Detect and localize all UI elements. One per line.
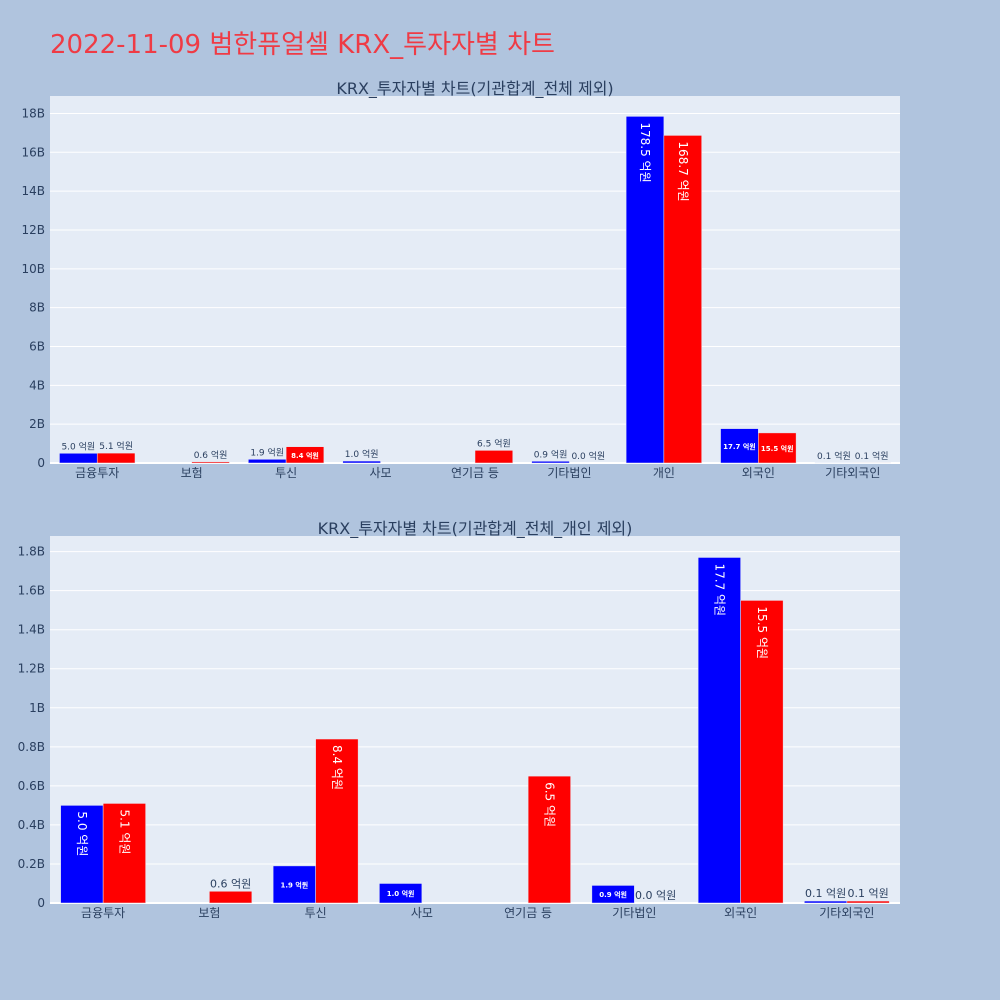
bar [285,446,325,464]
y-tick-label: 12B [21,223,45,237]
data-label: 5.1 억원 [99,440,133,452]
bar [591,885,635,904]
bar [720,428,759,464]
data-label: 0.1 억원 [848,887,889,900]
y-tick-label: 4B [29,378,45,392]
y-tick-label: 1.8B [18,545,45,559]
y-tick-label: 0.4B [18,818,45,832]
bar [102,803,146,904]
x-tick-label: 사모 [370,466,392,480]
page-title: 2022-11-09 범한퓨얼셀 KRX_투자자별 차트 [50,30,555,60]
x-tick-label: 기타법인 [547,466,591,480]
y-tick-label: 0 [37,456,45,470]
bar [804,900,848,904]
data-label: 0.0 억원 [635,889,676,902]
bar [625,116,665,464]
x-tick-label: 금융투자 [81,906,125,920]
y-tick-label: 16B [21,145,45,159]
bar [697,557,741,904]
y-tick-label: 10B [21,262,45,276]
data-label: 6.5 억원 [542,782,556,827]
x-tick-label: 기타법인 [612,906,656,920]
bar [474,450,514,464]
data-label: 0.1 억원 [805,887,846,900]
y-tick-label: 1.6B [18,584,45,598]
data-label: 5.0 억원 [75,811,89,856]
data-label: 0.0 억원 [571,450,605,462]
y-tick-label: 2B [29,417,45,431]
y-tick-label: 8B [29,301,45,315]
y-tick-label: 1B [29,701,45,715]
data-label: 0.1 억원 [817,450,851,462]
y-tick-label: 0.8B [18,740,45,754]
chart-1: 0 2B 4B 6B 8B 10B 12B 14B 16B 18B KRX_투자자별 차트(기관합계… [21,79,900,480]
data-label: 17.7 억원 [712,563,726,616]
data-label: 17.7 억원 [723,442,756,451]
data-label: 0.1 억원 [855,450,889,462]
y-tick-label: 1.4B [18,623,45,637]
data-label: 178.5 억원 [638,122,652,182]
y-tick-label: 0 [37,896,45,910]
data-label: 8.4 억원 [330,745,344,790]
bar [527,775,571,904]
x-tick-label: 외국인 [724,906,757,920]
x-tick-label: 사모 [411,906,433,920]
y-tick-label: 18B [21,106,45,120]
data-label: 0.6 억원 [210,877,251,890]
data-label: 1.0 억원 [387,889,415,898]
bar [758,432,797,464]
x-tick-label: 외국인 [742,466,775,480]
bar [531,461,570,464]
data-label: 15.5 억원 [755,606,769,659]
bar [272,865,316,904]
data-label: 1.9 억원 [250,446,284,458]
data-label: 5.0 억원 [61,440,95,452]
y-tick-label: 1.2B [18,662,45,676]
data-label: 168.7 억원 [676,141,690,201]
x-tick-label: 연기금 등 [451,466,499,480]
bar [191,461,230,464]
data-label: 0.9 억원 [534,448,568,460]
bar [248,459,287,464]
bar [663,135,702,464]
x-tick-label: 연기금 등 [504,906,552,920]
bar [846,900,890,904]
y-tick-label: 0.2B [18,857,45,871]
chart-title: KRX_투자자별 차트(기관합계_전체_개인 제외) [318,519,633,539]
bar [379,883,423,904]
chart-title: KRX_투자자별 차트(기관합계_전체 제외) [336,79,613,99]
x-tick-label: 개인 [653,466,675,480]
y-tick-label: 14B [21,184,45,198]
x-tick-label: 기타외국인 [819,906,874,920]
y-tick-label: 6B [29,339,45,353]
bar [315,738,359,904]
bar [59,453,98,464]
data-label: 0.6 억원 [194,449,228,461]
bar [209,891,253,904]
data-label: 8.4 억원 [291,451,319,460]
bar [60,805,104,904]
plot-area [50,96,900,463]
x-tick-label: 보험 [181,466,203,480]
bar [342,460,381,464]
data-label: 5.1 억원 [117,809,131,854]
chart-2: 0 0.2B 0.4B 0.6B 0.8B 1B 1.2B 1.4B 1.6B 1.8B KRX_투… [18,519,900,920]
x-tick-label: 투신 [305,906,327,920]
data-label: 15.5 억원 [761,444,794,453]
x-tick-label: 투신 [275,466,297,480]
data-label: 0.9 억원 [599,890,627,899]
bar [740,600,784,904]
bar [96,452,136,464]
data-label: 1.0 억원 [345,448,379,460]
x-tick-label: 금융투자 [75,466,119,480]
data-label: 6.5 억원 [477,437,511,449]
data-label: 1.9 억원 [281,880,309,889]
y-tick-label: 0.6B [18,779,45,793]
x-tick-label: 기타외국인 [825,466,880,480]
x-tick-label: 보험 [198,906,220,920]
